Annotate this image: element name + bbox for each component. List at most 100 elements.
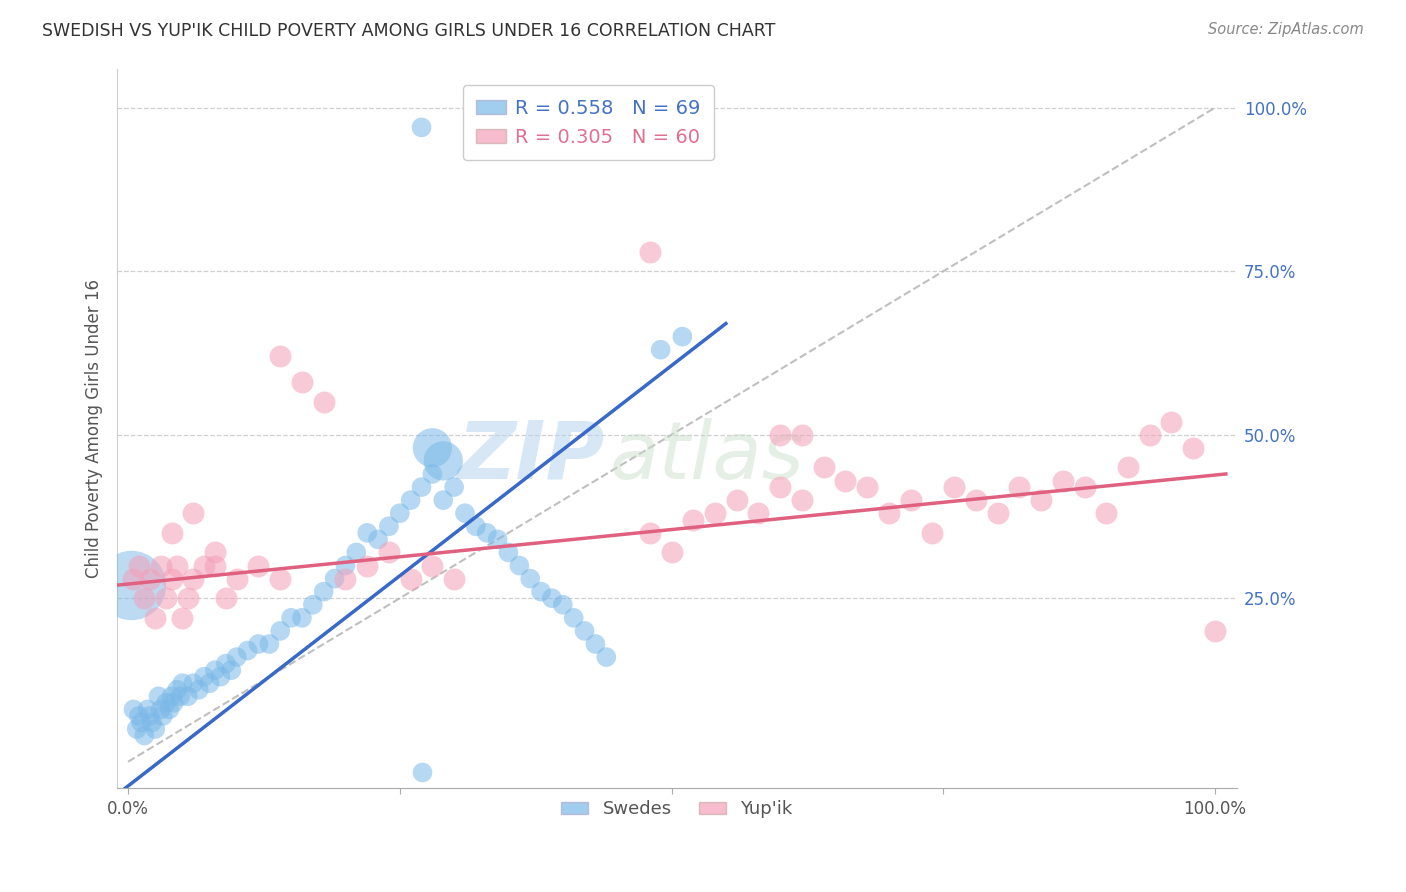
Point xyxy=(530,584,553,599)
Point xyxy=(638,244,661,259)
Point xyxy=(411,480,433,494)
Point xyxy=(344,545,367,559)
Point xyxy=(1073,480,1095,494)
Point xyxy=(155,696,177,710)
Point xyxy=(280,611,302,625)
Point xyxy=(367,533,389,547)
Point xyxy=(148,690,170,704)
Point xyxy=(236,643,259,657)
Point xyxy=(900,493,922,508)
Point xyxy=(562,611,585,625)
Point xyxy=(120,578,142,592)
Point xyxy=(139,572,162,586)
Point xyxy=(312,584,335,599)
Point xyxy=(247,637,270,651)
Point xyxy=(519,572,541,586)
Point xyxy=(225,572,247,586)
Point xyxy=(422,441,444,455)
Point xyxy=(725,493,748,508)
Point xyxy=(312,395,335,409)
Point xyxy=(422,558,444,573)
Point xyxy=(1182,441,1205,455)
Point xyxy=(143,611,166,625)
Point xyxy=(141,715,163,730)
Point xyxy=(221,663,243,677)
Point xyxy=(834,474,856,488)
Point xyxy=(1139,427,1161,442)
Point xyxy=(125,722,148,736)
Legend: Swedes, Yup'ik: Swedes, Yup'ik xyxy=(554,793,800,826)
Point xyxy=(1029,493,1052,508)
Point xyxy=(187,682,209,697)
Point xyxy=(198,676,221,690)
Point xyxy=(661,545,683,559)
Point xyxy=(160,690,183,704)
Point xyxy=(172,676,194,690)
Point xyxy=(169,690,191,704)
Point xyxy=(921,525,943,540)
Point xyxy=(129,715,152,730)
Text: SWEDISH VS YUP'IK CHILD POVERTY AMONG GIRLS UNDER 16 CORRELATION CHART: SWEDISH VS YUP'IK CHILD POVERTY AMONG GI… xyxy=(42,22,776,40)
Point xyxy=(769,427,792,442)
Point xyxy=(551,598,574,612)
Point xyxy=(965,493,987,508)
Point xyxy=(378,519,401,533)
Point xyxy=(193,558,215,573)
Point xyxy=(638,525,661,540)
Point xyxy=(464,519,486,533)
Point xyxy=(181,676,204,690)
Point xyxy=(215,657,238,671)
Point xyxy=(574,624,596,638)
Point xyxy=(291,376,314,390)
Point xyxy=(128,558,150,573)
Point xyxy=(671,329,693,343)
Point xyxy=(204,663,226,677)
Point xyxy=(747,506,769,520)
Text: atlas: atlas xyxy=(610,418,804,496)
Point xyxy=(987,506,1010,520)
Point xyxy=(193,670,215,684)
Point xyxy=(790,493,813,508)
Point xyxy=(356,558,378,573)
Point xyxy=(136,702,159,716)
Point xyxy=(323,572,346,586)
Point xyxy=(122,702,145,716)
Point xyxy=(122,572,145,586)
Point xyxy=(541,591,564,606)
Point xyxy=(181,572,204,586)
Point xyxy=(177,591,200,606)
Point xyxy=(1095,506,1118,520)
Point xyxy=(209,670,232,684)
Point xyxy=(475,525,498,540)
Point xyxy=(128,709,150,723)
Point xyxy=(134,591,156,606)
Point xyxy=(704,506,727,520)
Point xyxy=(177,690,200,704)
Point xyxy=(411,764,433,779)
Point xyxy=(166,558,188,573)
Point xyxy=(139,709,162,723)
Point xyxy=(291,611,314,625)
Point xyxy=(877,506,900,520)
Point xyxy=(181,506,204,520)
Point xyxy=(152,709,174,723)
Y-axis label: Child Poverty Among Girls Under 16: Child Poverty Among Girls Under 16 xyxy=(86,278,103,578)
Point xyxy=(149,702,172,716)
Point xyxy=(388,506,411,520)
Text: ZIP: ZIP xyxy=(457,418,605,496)
Point xyxy=(149,558,172,573)
Point xyxy=(432,454,454,468)
Point xyxy=(335,572,357,586)
Point xyxy=(399,493,422,508)
Point xyxy=(160,572,183,586)
Point xyxy=(247,558,270,573)
Point xyxy=(157,702,180,716)
Point xyxy=(301,598,323,612)
Point xyxy=(269,349,291,363)
Point xyxy=(583,637,606,651)
Point xyxy=(650,343,672,357)
Point xyxy=(595,650,617,665)
Point xyxy=(486,533,509,547)
Point xyxy=(399,572,422,586)
Point xyxy=(378,545,401,559)
